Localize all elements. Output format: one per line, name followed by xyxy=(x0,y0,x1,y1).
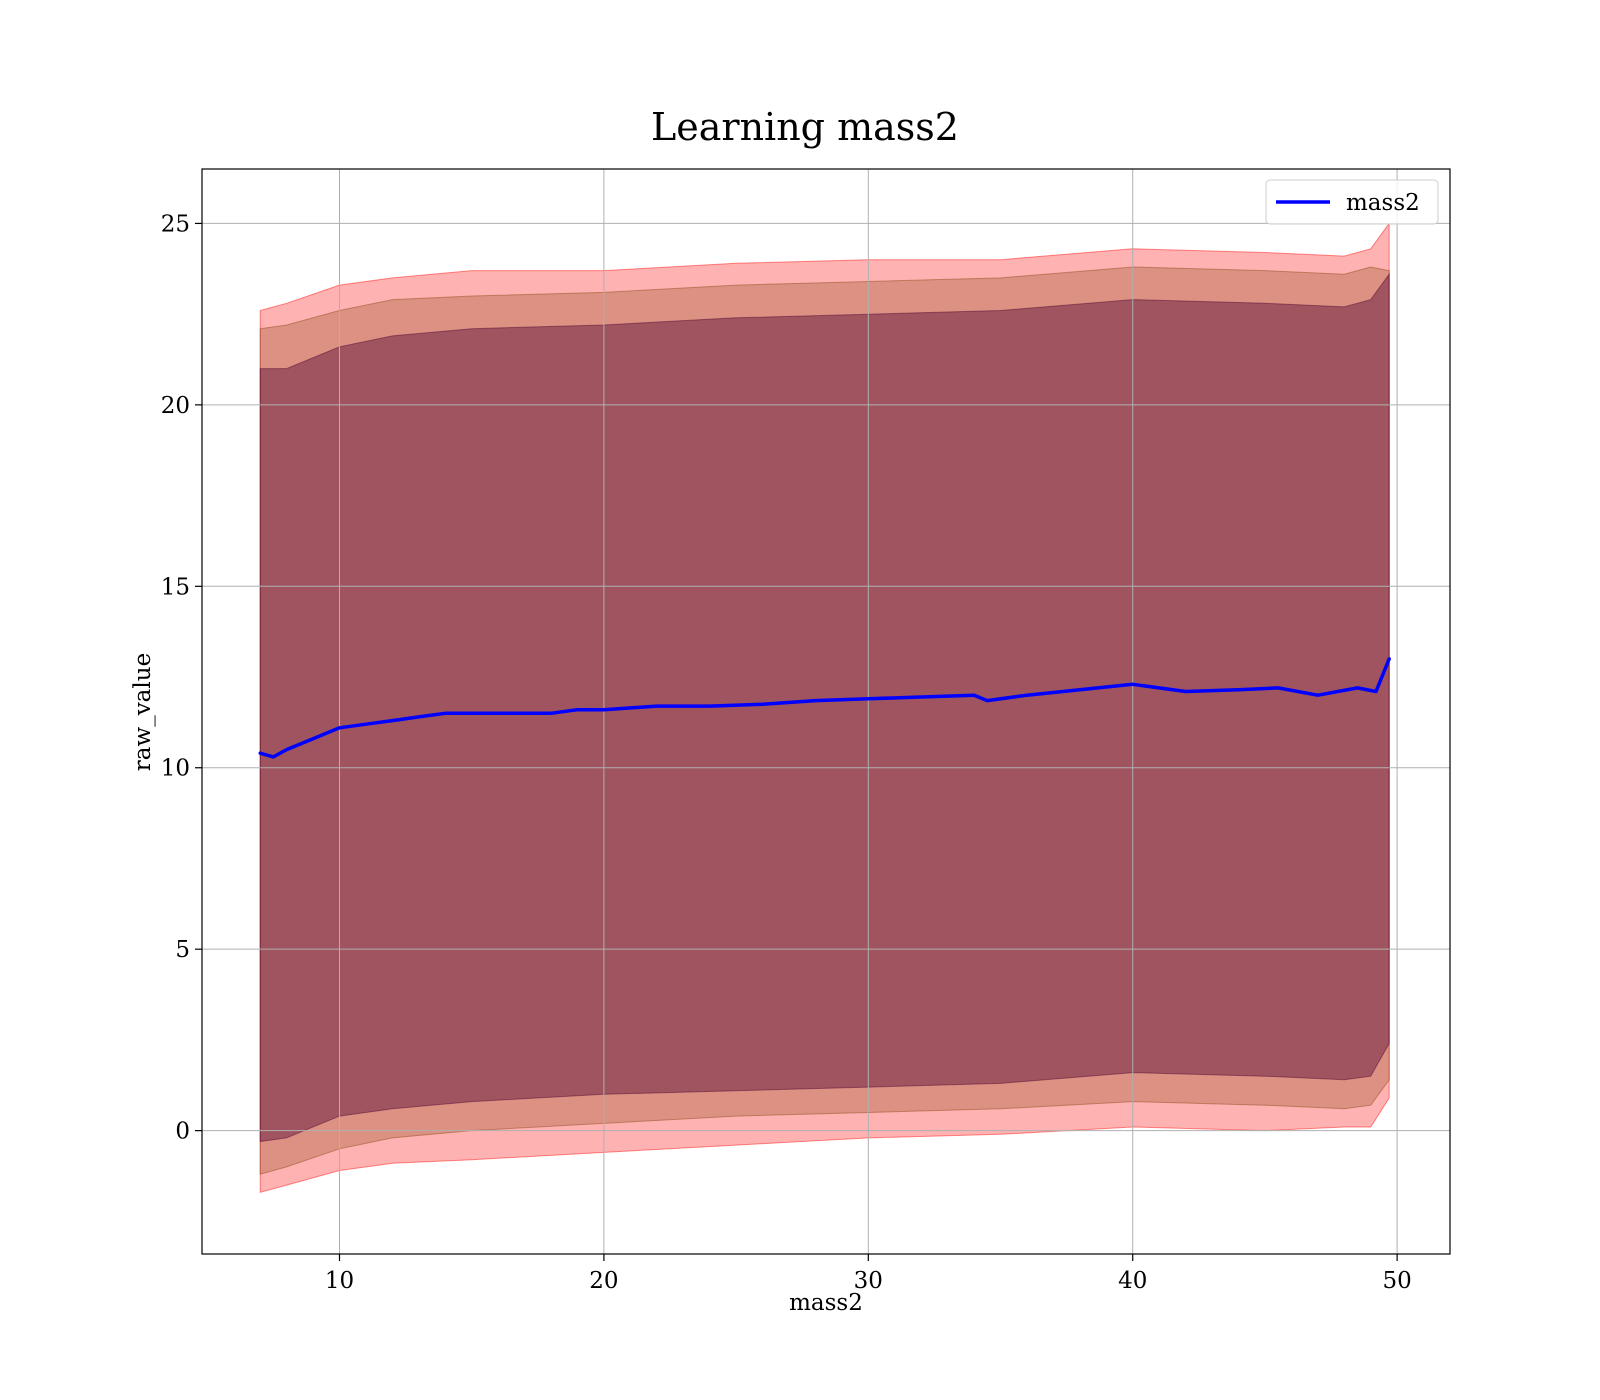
series-line-mass2 xyxy=(258,657,1391,759)
y-tick-label: 5 xyxy=(175,937,190,963)
y-tick-label: 0 xyxy=(175,1119,190,1145)
y-tick-label: 10 xyxy=(161,756,190,782)
y-tick-label: 15 xyxy=(161,574,190,600)
band-outer xyxy=(259,221,1390,1193)
grid-lines xyxy=(202,169,1450,1254)
x-tick-label: 40 xyxy=(1118,1268,1147,1294)
x-tick-label: 10 xyxy=(325,1268,354,1294)
band-inner xyxy=(259,272,1390,1143)
x-tick-label: 50 xyxy=(1382,1268,1411,1294)
band-middle xyxy=(259,266,1390,1175)
series-lines xyxy=(258,657,1391,759)
y-tick-label: 25 xyxy=(161,211,190,237)
plot-frame xyxy=(201,168,1451,1255)
legend-entry-mass2: mass2 xyxy=(1346,190,1420,216)
x-tick-label: 20 xyxy=(589,1268,618,1294)
x-axis-label: mass2 xyxy=(789,1290,863,1316)
confidence-bands xyxy=(259,221,1390,1193)
axis-ticks: 10 20 30 40 50 0 5 10 15 20 25 xyxy=(161,211,1412,1294)
chart-title: Learning mass2 xyxy=(651,105,959,149)
legend-box xyxy=(1265,179,1439,225)
y-axis-label: raw_value xyxy=(130,653,156,771)
x-tick-label: 30 xyxy=(854,1268,883,1294)
y-tick-label: 20 xyxy=(161,393,190,419)
legend: mass2 xyxy=(1265,179,1439,225)
